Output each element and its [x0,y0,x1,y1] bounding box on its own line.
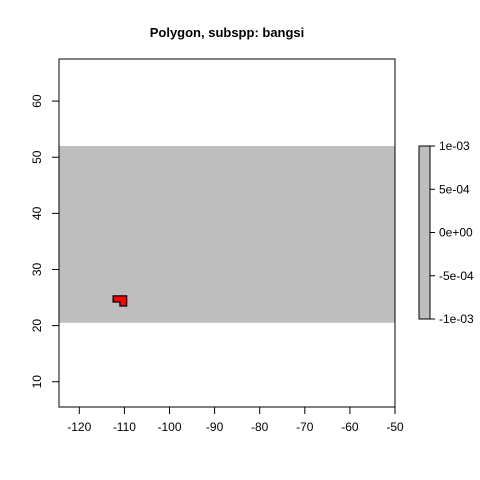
colorbar-tick-label: -5e-04 [439,269,474,283]
colorbar-tick-label: 1e-03 [439,139,470,153]
y-tick-label: 20 [30,319,44,333]
y-tick-label: 40 [30,206,44,220]
colorbar [418,145,431,320]
x-tick-label: -100 [157,420,181,434]
colorbar-tick-label: -1e-03 [439,312,474,326]
x-tick-label: -50 [386,420,404,434]
x-tick-label: -120 [67,420,91,434]
range-polygon [112,295,128,307]
colorbar-legend: -1e-03 -5e-04 0e+00 5e-04 1e-03 [418,139,474,326]
x-tick-label: -70 [296,420,314,434]
raster-cell [59,146,395,323]
y-tick-label: 10 [30,375,44,389]
y-tick-label: 30 [30,262,44,276]
chart-title: Polygon, subspp: bangsi [150,25,305,40]
y-tick-label: 60 [30,94,44,108]
y-tick-label: 50 [30,150,44,164]
x-tick-label: -110 [113,420,136,434]
colorbar-tick-label: 0e+00 [439,226,473,240]
x-tick-label: -80 [251,420,269,434]
colorbar-tick-label: 5e-04 [439,182,470,196]
x-tick-label: -60 [341,420,359,434]
x-tick-label: -90 [206,420,224,434]
plot-area: -120 -110 -100 -90 -80 -70 -60 -50 10 20 30 40 50 60 [30,58,404,434]
